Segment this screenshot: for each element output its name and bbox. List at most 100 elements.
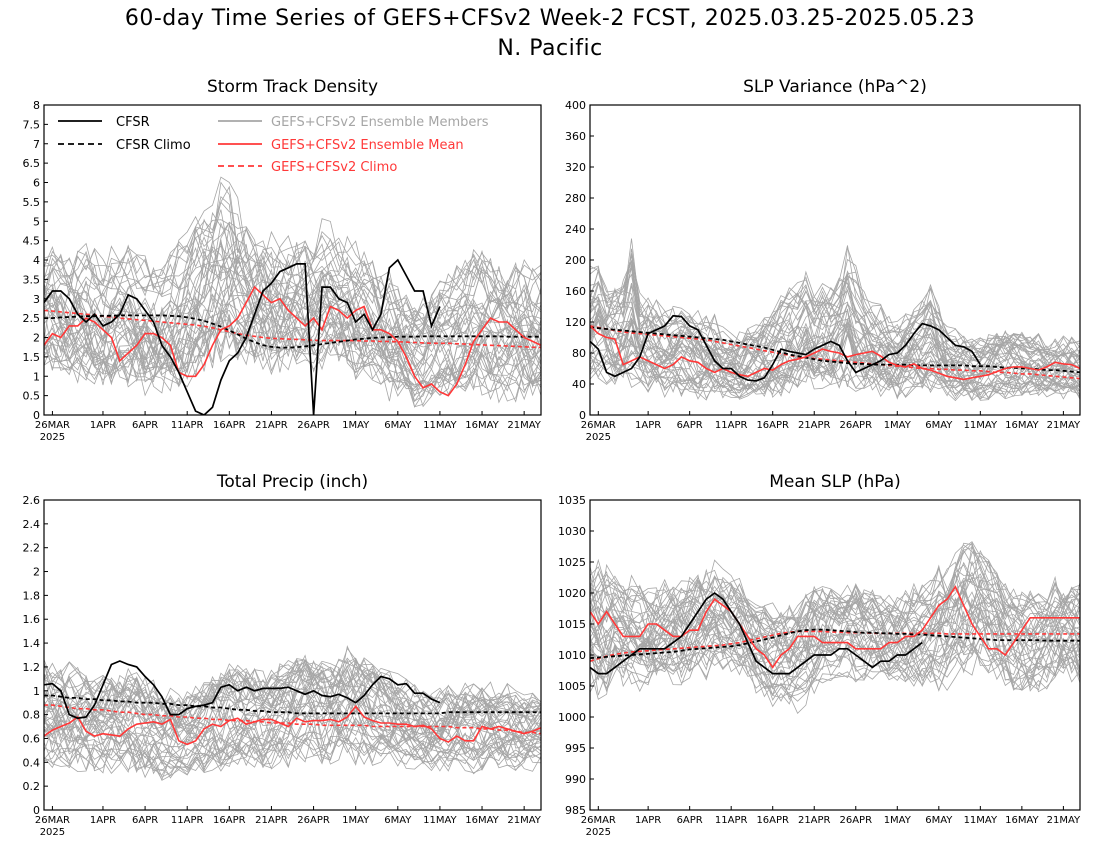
x-tick-label: 6APR [677, 815, 703, 826]
cfsr-line [44, 258, 441, 415]
legend-label: CFSR [116, 115, 150, 130]
cfsr-line [590, 591, 923, 675]
x-tick-label: 16APR [756, 815, 789, 826]
x-tick-label: 21MAY [507, 420, 541, 431]
y-tick-label: 8 [33, 99, 40, 112]
ensemble-member-line [44, 185, 541, 361]
gefs-climo-line [590, 630, 1080, 662]
x-tick-label: 26APR [839, 420, 872, 431]
figure-title-block: 60-day Time Series of GEFS+CFSv2 Week-2 … [0, 4, 1100, 64]
x-tick-label: 1MAY [342, 815, 370, 826]
legend: CFSR CFSR Climo GEFS+CFSv2 Ensemble Member… [58, 115, 489, 175]
x-tick-label: 21APR [255, 815, 288, 826]
y-tick-label: 1.4 [23, 637, 41, 650]
ensemble-member-line [44, 670, 541, 765]
ensemble-member-line [44, 266, 541, 374]
x-tick-label: 11MAY [964, 815, 998, 826]
y-tick-label: 400 [565, 99, 586, 112]
y-tick-label: 7.5 [23, 118, 41, 131]
ensemble-member-line [590, 287, 1080, 369]
plot-frame [43, 499, 542, 811]
ensemble-member-line [44, 659, 541, 761]
cfsr-line [44, 660, 441, 720]
panel-title: Total Precip (inch) [216, 472, 368, 492]
ensemble-member-line [44, 314, 541, 396]
x-tick-label: 1APR [90, 815, 116, 826]
gefs-climo-line [590, 325, 1080, 380]
y-tick-label: 240 [565, 223, 586, 236]
ensemble-member-line [44, 662, 541, 770]
x-tick-label: 26APR [839, 815, 872, 826]
y-tick-label: 2.6 [23, 494, 41, 507]
ensemble-member-line [44, 238, 541, 379]
legend-label: CFSR Climo [116, 138, 191, 153]
cfsr-climo-line [590, 326, 1080, 374]
ensemble-member-line [44, 236, 541, 357]
y-tick-label: 0.5 [23, 390, 41, 403]
y-tick-label: 0.2 [23, 780, 41, 793]
x-tick-label: 21APR [798, 815, 831, 826]
ensemble-member-line [44, 297, 541, 388]
ensemble-member-line [44, 209, 541, 354]
ensemble-member-line [44, 286, 541, 390]
x-tick-label: 26APR [297, 815, 330, 826]
x-tick-label: 16MAY [1005, 420, 1039, 431]
x-tick-label: 26MAR [35, 420, 70, 431]
ensemble-member-line [44, 671, 541, 776]
x-year-label: 2025 [586, 827, 611, 838]
legend-label: GEFS+CFSv2 Ensemble Mean [271, 138, 464, 153]
ensemble-member-line [44, 227, 541, 357]
ensemble-member-line [590, 542, 1080, 679]
y-tick-label: 80 [572, 347, 586, 360]
ensemble-member-line [590, 549, 1080, 666]
x-tick-label: 16MAY [465, 420, 499, 431]
ensemble-member-line [590, 273, 1080, 395]
ensemble-member-line [590, 311, 1080, 401]
ensemble-mean-line [44, 705, 541, 746]
ensemble-member-line [590, 265, 1080, 401]
ensemble-member-line [44, 243, 541, 380]
ensemble-member-line [590, 263, 1080, 400]
x-tick-label: 11MAY [964, 420, 998, 431]
y-tick-label: 1025 [558, 556, 586, 569]
ensemble-mean-line [590, 585, 1080, 669]
ensemble-member-line [44, 239, 541, 408]
ensemble-member-line [590, 258, 1080, 393]
y-tick-label: 0 [33, 409, 40, 422]
y-tick-label: 1010 [558, 649, 586, 662]
y-tick-label: 2.5 [23, 312, 41, 325]
x-tick-label: 16APR [213, 815, 246, 826]
ensemble-member-line [590, 247, 1080, 395]
x-tick-label: 6MAY [384, 815, 412, 826]
ensemble-members [590, 238, 1080, 402]
panel-title: Mean SLP (hPa) [769, 472, 901, 492]
x-tick-label: 6MAY [925, 815, 953, 826]
y-tick-label: 320 [565, 161, 586, 174]
ensemble-member-line [590, 245, 1080, 396]
y-tick-label: 40 [572, 378, 586, 391]
y-tick-label: 4.5 [23, 235, 41, 248]
ensemble-member-line [44, 658, 541, 774]
x-tick-label: 16APR [213, 420, 246, 431]
ensemble-member-line [44, 221, 541, 371]
x-tick-label: 1APR [635, 420, 661, 431]
gefs-climo-line [44, 309, 541, 349]
ensemble-member-line [590, 569, 1080, 679]
ensemble-member-line [590, 297, 1080, 400]
ensemble-members [44, 645, 541, 781]
x-tick-label: 11APR [171, 420, 204, 431]
y-tick-label: 200 [565, 254, 586, 267]
ensemble-member-line [44, 660, 541, 775]
ensemble-members [590, 541, 1080, 714]
y-tick-label: 2.2 [23, 542, 41, 555]
y-tick-label: 1005 [558, 680, 586, 693]
y-tick-label: 0.4 [23, 756, 41, 769]
ensemble-member-line [590, 318, 1080, 394]
panel-3: Total Precip (inch) 0 0.2 0.4 0.6 0.8 1 1.2 1.4 1… [23, 472, 542, 838]
ensemble-member-line [590, 581, 1080, 692]
x-tick-label: 26MAR [581, 420, 616, 431]
ensemble-member-line [44, 240, 541, 349]
y-tick-label: 990 [565, 773, 586, 786]
x-year-label: 2025 [586, 432, 611, 443]
